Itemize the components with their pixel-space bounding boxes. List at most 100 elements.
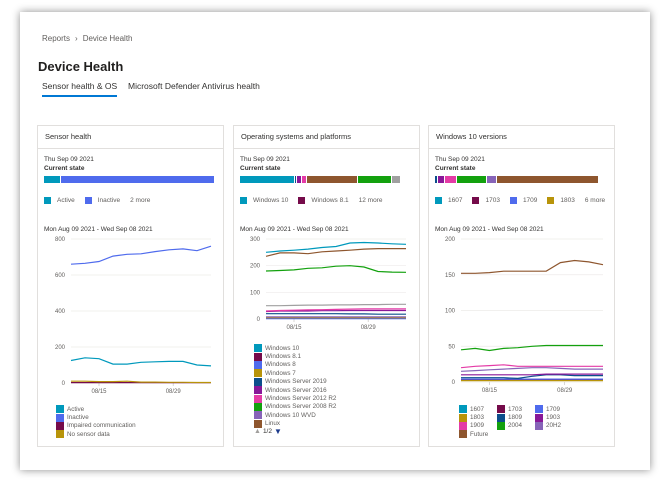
breadcrumb: Reports › Device Health (42, 34, 133, 43)
legend-item[interactable]: 1703 (472, 197, 500, 204)
chart-legend-item[interactable]: No sensor data (56, 430, 136, 439)
current-date: Thu Sep 09 2021 (44, 156, 94, 163)
more-link[interactable]: 6 more (584, 197, 606, 204)
more-link[interactable]: 2 more (130, 197, 151, 204)
legend-swatch (509, 197, 517, 204)
state-segment[interactable] (487, 176, 496, 183)
current-state-bar (435, 176, 606, 183)
state-segment[interactable] (297, 176, 302, 183)
chart-legend-item[interactable]: Impaired communication (56, 421, 136, 430)
legend-pager: ▲ 1/2 ▼ (254, 427, 282, 436)
legend-item[interactable]: 1803 (547, 197, 575, 204)
legend-swatch (459, 421, 467, 430)
line-chart: 0 100 200 300 08/15 08/29 (250, 237, 407, 331)
y-tick-label: 400 (55, 309, 66, 315)
legend-item[interactable]: Windows 8.1 (298, 197, 349, 204)
legend-swatch (459, 405, 467, 414)
legend-item[interactable]: 1709 (509, 197, 537, 204)
chart-legend-item[interactable]: 1607 (459, 405, 497, 414)
chart-legend-item[interactable]: 1709 (535, 405, 575, 414)
chart-legend-item[interactable]: 1909 (459, 421, 497, 430)
legend-swatch (459, 430, 467, 439)
y-tick-label: 100 (445, 309, 456, 315)
tab-defender-antivirus-health[interactable]: Microsoft Defender Antivirus health (128, 81, 260, 91)
series-line-1909 (460, 364, 603, 369)
state-segment[interactable] (302, 176, 306, 183)
state-segment[interactable] (496, 176, 599, 183)
current-state-bar (240, 176, 411, 183)
legend-label: 2004 (508, 422, 523, 430)
chart-legend-item[interactable]: 2004 (497, 421, 535, 430)
breadcrumb-reports[interactable]: Reports (42, 34, 71, 43)
legend-swatch (254, 377, 262, 386)
state-segment[interactable] (457, 176, 487, 183)
legend-label: Impaired communication (67, 422, 136, 430)
series-line-windows-server-2012-r2 (265, 308, 406, 312)
state-segment[interactable] (357, 176, 392, 183)
legend-label: Active (67, 405, 85, 413)
chart-legend-item[interactable]: Windows Server 2008 R2 (254, 402, 336, 411)
chart-legend-item[interactable]: Windows Server 2019 (254, 377, 336, 386)
date-range: Mon Aug 09 2021 - Wed Sep 08 2021 (435, 226, 544, 233)
chart-legend-item[interactable]: Future (459, 430, 497, 439)
chart-legend-item[interactable]: Windows 8 (254, 360, 336, 369)
legend-swatch (56, 430, 64, 439)
legend-swatch (472, 197, 480, 204)
chart-legend-item[interactable]: Windows 7 (254, 369, 336, 378)
legend-swatch (240, 197, 247, 204)
chart-legend: Active Inactive Impaired communication No s… (56, 405, 136, 439)
legend-swatch (459, 413, 467, 422)
state-segment[interactable] (438, 176, 445, 183)
tab-sensor-health-os[interactable]: Sensor health & OS (42, 81, 118, 97)
legend-item[interactable]: 1607 (435, 197, 462, 204)
pager-text: 1/2 (262, 428, 272, 435)
chart-legend-item[interactable]: Windows 8.1 (254, 352, 336, 361)
current-state-bar (44, 176, 215, 183)
series-line-active (70, 357, 212, 367)
state-segment[interactable] (44, 176, 61, 183)
chart-legend-item[interactable]: Active (56, 405, 136, 414)
y-tick-label: 200 (250, 264, 261, 270)
chart-legend-item[interactable]: Windows Server 2016 (254, 386, 336, 395)
more-link[interactable]: 12 more (358, 197, 383, 204)
legend-label: Windows 10 (265, 344, 300, 352)
triangle-down-icon[interactable]: ▼ (273, 427, 282, 436)
line-chart: 0 50 100 150 200 08/15 08/29 (445, 237, 604, 394)
chart-legend-item[interactable]: Windows Server 2012 R2 (254, 394, 336, 403)
chart-legend-item[interactable]: Linux (254, 419, 336, 428)
series-line-windows-10 (265, 241, 407, 253)
state-segment[interactable] (435, 176, 438, 183)
y-tick-label: 300 (250, 237, 261, 243)
state-segment[interactable] (306, 176, 357, 183)
y-tick-label: 200 (445, 237, 456, 243)
chart-legend-item[interactable]: 20H2 (535, 421, 575, 430)
date-range: Mon Aug 09 2021 - Wed Sep 08 2021 (44, 226, 153, 233)
triangle-up-icon[interactable]: ▲ (254, 428, 261, 435)
chart-legend-item[interactable]: 1903 (535, 413, 575, 422)
series-line-windows-server-2008-r2 (265, 265, 407, 273)
chart-legend-item[interactable]: Windows 10 WVD (254, 411, 336, 420)
legend-label: Active (57, 197, 75, 204)
chart-legend-item[interactable]: Windows 10 (254, 344, 336, 353)
state-segment[interactable] (392, 176, 400, 183)
x-tick-label: 08/15 (482, 388, 498, 394)
breadcrumb-separator-icon: › (75, 34, 78, 43)
state-segment[interactable] (61, 176, 214, 183)
legend-swatch (254, 402, 262, 411)
y-tick-label: 0 (257, 317, 261, 323)
chart-legend-item[interactable]: Inactive (56, 413, 136, 422)
state-segment[interactable] (445, 176, 457, 183)
legend-label: 1607 (448, 197, 463, 204)
chart-legend-item[interactable]: 1803 (459, 413, 497, 422)
state-segment[interactable] (294, 176, 297, 183)
series-line-2004 (460, 344, 603, 352)
chart-legend-item[interactable]: 1703 (497, 405, 535, 414)
legend-swatch (254, 386, 262, 395)
chart-legend-item[interactable]: 1809 (497, 413, 535, 422)
state-segment[interactable] (240, 176, 294, 183)
legend-label: Windows 8.1 (265, 353, 302, 361)
legend-item[interactable]: Windows 10 (240, 197, 288, 204)
legend-item[interactable]: Active (44, 197, 75, 204)
legend-item[interactable]: Inactive (84, 197, 120, 204)
